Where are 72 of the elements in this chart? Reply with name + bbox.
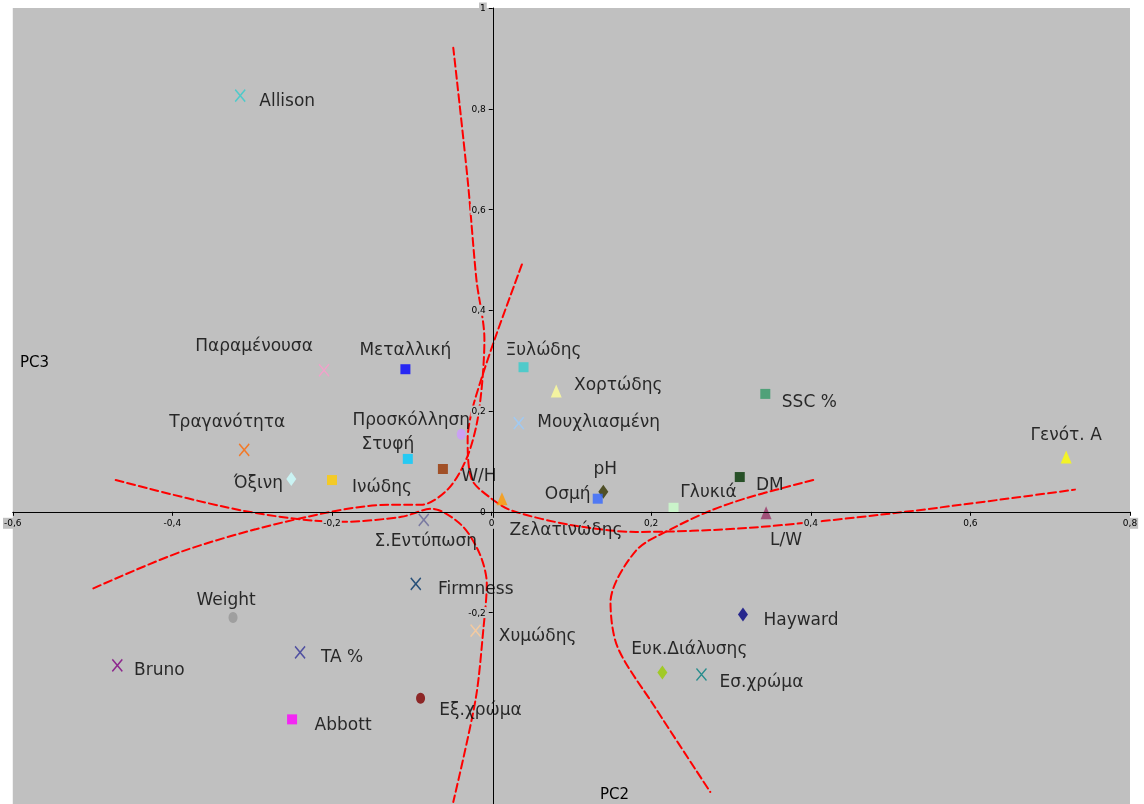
point <box>418 513 430 527</box>
point <box>234 88 246 103</box>
series-label: Παραμένουσα <box>195 335 313 356</box>
series-label: Χυμώδης <box>498 624 577 645</box>
point <box>1060 450 1072 464</box>
point <box>592 493 603 504</box>
point <box>734 472 745 483</box>
x-tick-label: 0,2 <box>644 518 659 529</box>
x-tick-label: 0,6 <box>963 518 978 529</box>
series-label: Bruno <box>134 659 185 680</box>
series-label: Abbott <box>314 714 372 735</box>
point <box>416 692 426 704</box>
series-label: Γλυκιά <box>680 480 737 501</box>
series-label: Μεταλλική <box>359 339 452 360</box>
point <box>228 612 238 624</box>
y-tick-label: 0,4 <box>471 305 487 316</box>
series-label: Σ.Εντύπωση <box>374 529 477 550</box>
point <box>111 658 124 673</box>
series-label: L/W <box>770 528 803 549</box>
series-label: Ινώδης <box>352 476 412 497</box>
series-label: SSC % <box>781 390 837 411</box>
series-label: TA % <box>319 646 364 667</box>
y-tick-label: 0,8 <box>471 103 487 114</box>
y-tick-label: -0,2 <box>468 607 486 618</box>
series-label: pH <box>593 457 618 478</box>
series-label: Ζελατινώδης <box>509 518 623 539</box>
y-tick-label: 0,6 <box>471 204 487 215</box>
point <box>737 607 748 622</box>
x-tick-label: 0,4 <box>803 518 819 529</box>
point <box>238 443 250 457</box>
point <box>657 665 668 680</box>
series-label: Όξινη <box>232 472 283 493</box>
x-tick-label: 0,8 <box>1122 518 1138 529</box>
series-label: Ευκ.Διάλυσης <box>631 637 748 658</box>
point <box>469 623 482 638</box>
series-label: Εσ.χρώμα <box>719 670 804 691</box>
point <box>518 362 529 373</box>
series-label: DM <box>755 474 784 495</box>
point <box>550 384 562 398</box>
x-axis-title: PC2 <box>600 784 630 803</box>
series-label: Allison <box>259 89 316 110</box>
point <box>668 502 679 513</box>
point <box>287 714 298 725</box>
series-label: Οσμή <box>544 482 591 503</box>
point <box>437 463 448 474</box>
point <box>456 428 466 440</box>
point <box>410 577 422 591</box>
x-tick-label: -0,6 <box>4 518 22 529</box>
series-label: Στυφή <box>361 432 415 453</box>
point <box>695 667 708 682</box>
point <box>402 453 413 464</box>
point <box>294 645 306 660</box>
point <box>286 472 297 487</box>
x-tick-label: -0,4 <box>163 518 182 529</box>
point <box>400 364 411 375</box>
series-label: Ξυλώδης <box>505 339 582 360</box>
point <box>760 388 771 399</box>
x-tick-label: 0 <box>488 518 495 529</box>
series-label: Γενότ. Α <box>1030 423 1103 444</box>
series-label: Μουχλιασμένη <box>537 411 661 432</box>
series-label: Χορτώδης <box>573 373 663 394</box>
series-label: Weight <box>196 588 256 609</box>
point <box>512 416 525 430</box>
y-axis-title: PC3 <box>20 352 50 371</box>
y-tick-label: 1 <box>480 3 486 13</box>
point <box>326 475 337 486</box>
series-label: Τραγανότητα <box>168 410 286 431</box>
series-label: Προσκόλληση <box>352 409 471 430</box>
series-label: Hayward <box>763 608 839 629</box>
point <box>318 363 330 377</box>
x-tick-label: -0,2 <box>323 518 341 529</box>
point <box>496 492 508 506</box>
